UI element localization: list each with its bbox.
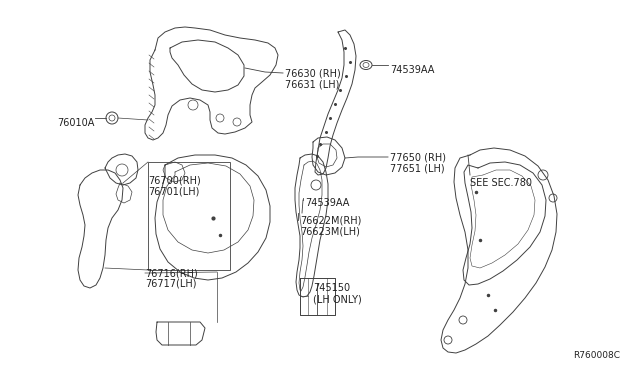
Text: 76630 (RH): 76630 (RH) bbox=[285, 68, 340, 78]
Text: 74539AA: 74539AA bbox=[390, 65, 435, 75]
Text: 745150: 745150 bbox=[313, 283, 350, 293]
Text: 76701(LH): 76701(LH) bbox=[148, 186, 200, 196]
Bar bbox=[148, 162, 230, 270]
Text: (LH ONLY): (LH ONLY) bbox=[313, 294, 362, 304]
Text: 76631 (LH): 76631 (LH) bbox=[285, 79, 339, 89]
Text: R760008C: R760008C bbox=[573, 351, 620, 360]
Text: 77650 (RH): 77650 (RH) bbox=[390, 152, 446, 162]
Text: SEE SEC.780: SEE SEC.780 bbox=[470, 178, 532, 188]
Text: 76622M(RH): 76622M(RH) bbox=[300, 215, 362, 225]
Text: 76623M(LH): 76623M(LH) bbox=[300, 226, 360, 236]
Text: 77651 (LH): 77651 (LH) bbox=[390, 163, 445, 173]
Text: 76717(LH): 76717(LH) bbox=[145, 279, 196, 289]
Text: 76716(RH): 76716(RH) bbox=[145, 268, 198, 278]
Text: 76010A: 76010A bbox=[58, 118, 95, 128]
Text: 76700(RH): 76700(RH) bbox=[148, 175, 201, 185]
Text: 74539AA: 74539AA bbox=[305, 198, 349, 208]
